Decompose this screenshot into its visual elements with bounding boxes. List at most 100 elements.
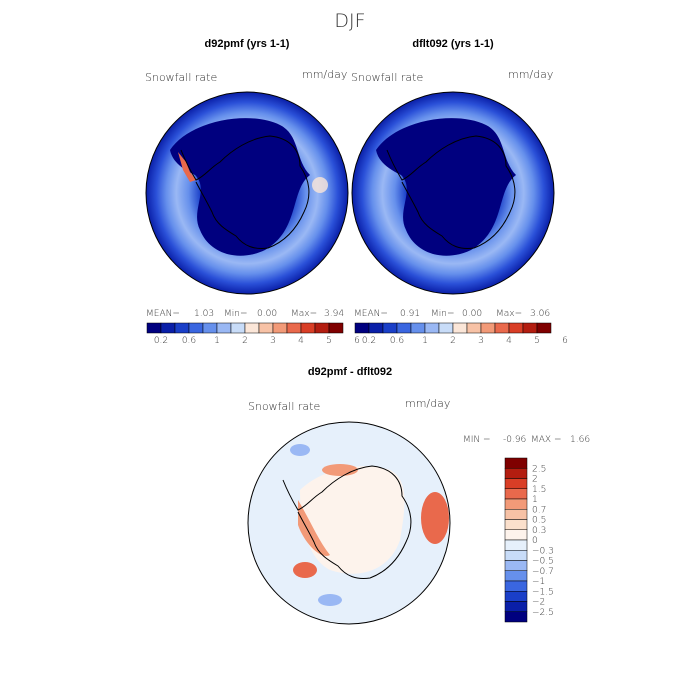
- colorbar-swatch: [480, 322, 496, 334]
- panel-difference-colorbar: 2.521.510.70.50.30−0.3−0.5−0.7−1−1.5−2−2…: [504, 457, 554, 623]
- colorbar-tick-label: 5: [326, 336, 332, 346]
- colorbar-tick-label: 0.6: [390, 336, 404, 346]
- colorbar-swatch: [504, 591, 528, 602]
- panel-right-map: [352, 92, 554, 294]
- colorbar-swatch: [368, 322, 384, 334]
- colorbar-swatch: [424, 322, 440, 334]
- colorbar-swatch: [244, 322, 260, 334]
- colorbar-tick-label: −2.5: [532, 608, 554, 618]
- colorbar-swatch: [410, 322, 426, 334]
- colorbar-swatch: [300, 322, 316, 334]
- colorbar-swatch: [396, 322, 412, 334]
- panel-left-colorbar: 0.2 0.6 1 2 3 4 5 6: [146, 322, 360, 346]
- colorbar-tick-label: 4: [506, 336, 512, 346]
- colorbar-swatch: [216, 322, 232, 334]
- colorbar-tick-label: 6: [562, 336, 568, 346]
- colorbar-tick-label: 5: [534, 336, 540, 346]
- colorbar-tick-label: 0: [532, 536, 538, 546]
- colorbar-swatch: [382, 322, 398, 334]
- panel-difference-variable: Snowfall rate: [248, 400, 320, 413]
- panel-right-title: dflt092 (yrs 1-1): [412, 38, 494, 50]
- colorbar-swatch: [504, 478, 528, 489]
- colorbar-tick-label: 2.5: [532, 464, 546, 474]
- colorbar-swatch: [504, 488, 528, 500]
- colorbar-tick-label: 1: [532, 495, 538, 505]
- colorbar-swatch: [504, 611, 528, 623]
- colorbar-swatch: [328, 322, 344, 334]
- panel-left-map-border: [145, 91, 349, 295]
- colorbar-swatch: [494, 322, 510, 334]
- colorbar-swatch: [452, 322, 468, 334]
- colorbar-tick-label: −1: [532, 577, 545, 587]
- panel-difference: d92pmf - dflt092 Snowfall rate mm/day MI…: [247, 366, 590, 625]
- colorbar-tick-label: 0.6: [182, 336, 196, 346]
- panel-left-stats: MEAN= 1.03 Min= 0.00 Max= 3.94: [146, 309, 344, 319]
- colorbar-tick-label: 0.5: [532, 516, 546, 526]
- colorbar-swatch: [504, 560, 528, 571]
- panel-difference-positive-southwest: [293, 562, 317, 578]
- panel-right-units: mm/day: [508, 68, 553, 81]
- colorbar-tick-label: 2: [532, 475, 538, 485]
- panel-difference-units: mm/day: [405, 397, 450, 410]
- colorbar-tick-label: 0.2: [362, 336, 376, 346]
- colorbar-tick-label: 2: [242, 336, 248, 346]
- panel-left-peninsula-high: [178, 152, 196, 182]
- colorbar-swatch: [230, 322, 246, 334]
- colorbar-swatch: [160, 322, 176, 334]
- colorbar-swatch: [438, 322, 454, 334]
- colorbar-tick-label: −2: [532, 598, 545, 608]
- colorbar-swatch: [314, 322, 330, 334]
- colorbar-swatch: [504, 468, 528, 479]
- colorbar-swatch: [146, 322, 162, 334]
- panel-difference-negative-north: [290, 444, 310, 456]
- colorbar-tick-label: 2: [450, 336, 456, 346]
- panel-difference-title: d92pmf - dflt092: [308, 366, 392, 378]
- panel-difference-positive-north: [322, 464, 358, 476]
- colorbar-tick-label: 1: [214, 336, 220, 346]
- panel-right-map-border: [351, 91, 555, 295]
- colorbar-tick-label: 6: [354, 336, 360, 346]
- panel-left-units: mm/day: [302, 68, 347, 81]
- colorbar-tick-label: −1.5: [532, 587, 554, 597]
- panel-right: dflt092 (yrs 1-1) Snowfall rate mm/day M…: [351, 38, 568, 346]
- colorbar-tick-label: 3: [270, 336, 276, 346]
- colorbar-swatch: [504, 529, 528, 541]
- colorbar-swatch: [258, 322, 274, 334]
- panel-right-stats: MEAN= 0.91 Min= 0.00 Max= 3.06: [354, 309, 550, 319]
- colorbar-swatch: [202, 322, 218, 334]
- panel-left-variable: Snowfall rate: [145, 71, 217, 84]
- colorbar-tick-label: 0.3: [532, 526, 546, 536]
- colorbar-tick-label: −0.5: [532, 557, 554, 567]
- colorbar-swatch: [504, 601, 528, 612]
- colorbar-swatch: [504, 457, 528, 469]
- colorbar-swatch: [504, 498, 528, 510]
- colorbar-swatch: [188, 322, 204, 334]
- colorbar-swatch: [504, 570, 528, 582]
- panel-difference-positive-west: [298, 500, 330, 556]
- colorbar-swatch: [504, 519, 528, 530]
- colorbar-swatch: [508, 322, 524, 334]
- panel-right-variable: Snowfall rate: [351, 71, 423, 84]
- colorbar-swatch: [504, 509, 528, 520]
- figure-title: DJF: [334, 10, 365, 32]
- colorbar-tick-label: 4: [298, 336, 304, 346]
- colorbar-tick-label: 1: [422, 336, 428, 346]
- colorbar-swatch: [174, 322, 190, 334]
- colorbar-swatch: [522, 322, 538, 334]
- panel-left-coastline: [180, 135, 310, 249]
- panel-right-continent-core: [376, 118, 516, 256]
- colorbar-tick-label: −0.3: [532, 546, 554, 556]
- colorbar-swatch: [504, 580, 528, 592]
- panel-difference-positive-east: [421, 492, 449, 544]
- panel-difference-coastline: [282, 465, 412, 579]
- colorbar-swatch: [504, 550, 528, 561]
- panel-left-continent-core: [170, 118, 310, 256]
- colorbar-tick-label: −0.7: [532, 567, 554, 577]
- panel-right-colorbar: 0.2 0.6 1 2 3 4 5 6: [354, 322, 568, 346]
- colorbar-swatch: [272, 322, 288, 334]
- panel-difference-negative-south: [318, 594, 342, 606]
- colorbar-tick-label: 0.2: [154, 336, 168, 346]
- panel-right-coastline: [386, 135, 516, 249]
- colorbar-tick-label: 0.7: [532, 505, 546, 515]
